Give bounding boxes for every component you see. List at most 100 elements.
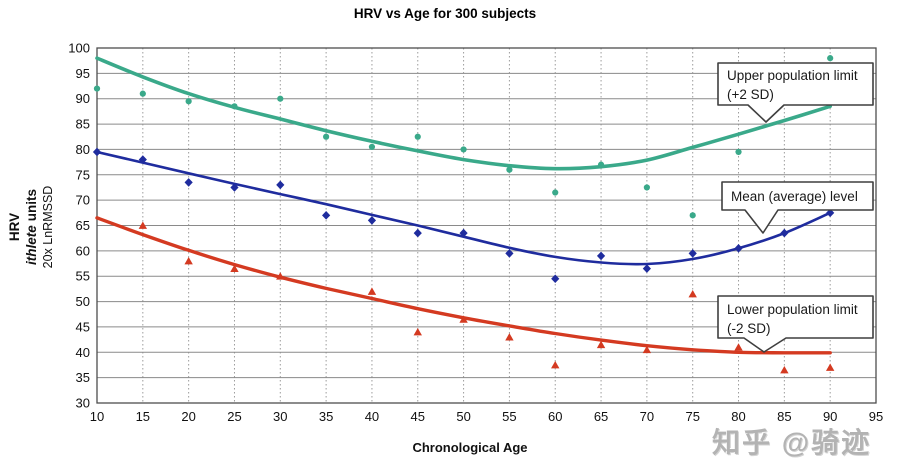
data-point-mean <box>826 208 835 218</box>
y-tick-label: 80 <box>76 142 90 157</box>
data-point-upper <box>231 103 238 110</box>
y-tick-label: 90 <box>76 91 90 106</box>
data-point-lower <box>551 360 560 369</box>
data-point-lower <box>505 333 514 341</box>
data-point-lower <box>688 289 697 298</box>
data-point-lower <box>459 315 468 323</box>
x-tick-label: 70 <box>640 409 654 424</box>
y-tick-label: 40 <box>76 345 90 360</box>
data-point-mean <box>413 228 422 238</box>
data-point-lower <box>780 366 789 374</box>
data-point-upper <box>827 55 834 62</box>
y-tick-label: 60 <box>76 243 90 258</box>
data-point-upper <box>643 184 650 191</box>
data-point-upper <box>460 146 467 153</box>
trend-curve-0 <box>95 56 832 171</box>
y-tick-label: 50 <box>76 294 90 309</box>
data-point-mean <box>780 228 789 238</box>
data-point-upper <box>597 161 605 168</box>
data-point-upper <box>735 148 742 156</box>
x-tick-label: 55 <box>502 409 516 424</box>
data-point-mean <box>184 178 193 187</box>
x-tick-label: 75 <box>685 409 699 424</box>
data-point-upper <box>323 133 330 140</box>
x-tick-label: 40 <box>365 409 379 424</box>
x-tick-label: 35 <box>319 409 333 424</box>
chart-title: HRV vs Age for 300 subjects <box>353 6 537 21</box>
data-point-mean <box>276 180 285 190</box>
x-tick-label: 80 <box>731 409 745 424</box>
data-point-upper <box>689 212 696 219</box>
data-point-mean <box>642 264 651 273</box>
data-point-upper <box>139 90 146 97</box>
y-tick-label: 100 <box>68 41 90 56</box>
data-point-lower <box>230 264 239 273</box>
data-point-lower <box>138 221 148 229</box>
x-tick-label: 90 <box>823 409 837 424</box>
x-tick-label: 45 <box>411 409 425 424</box>
x-tick-label: 65 <box>594 409 608 424</box>
data-point-mean <box>505 249 514 258</box>
x-tick-label: 30 <box>273 409 287 424</box>
data-point-upper <box>506 166 513 173</box>
callout-lower-line1: Lower population limit <box>727 302 858 317</box>
data-point-upper <box>368 143 376 150</box>
x-axis-label: Chronological Age <box>412 440 528 455</box>
y-tick-label: 85 <box>76 117 90 132</box>
x-tick-label: 25 <box>227 409 241 424</box>
x-tick-label: 50 <box>456 409 470 424</box>
callout-upper-limit: Upper population limit (+2 SD) <box>727 66 858 104</box>
data-point-upper <box>185 98 192 105</box>
data-point-mean <box>551 274 560 284</box>
callout-mean-level: Mean (average) level <box>731 187 858 206</box>
y-tick-label: 30 <box>76 396 90 411</box>
data-point-mean <box>230 183 239 192</box>
y-tick-label: 75 <box>76 167 90 182</box>
data-point-lower <box>413 328 422 336</box>
data-point-mean <box>459 228 468 238</box>
x-tick-label: 20 <box>181 409 195 424</box>
data-point-upper <box>552 189 559 196</box>
callout-balloon-mean <box>721 181 874 234</box>
data-point-lower <box>276 272 285 280</box>
data-point-mean <box>596 251 606 261</box>
data-point-lower <box>596 340 606 349</box>
x-tick-label: 10 <box>90 409 104 424</box>
callout-lower-line2: (-2 SD) <box>727 321 771 336</box>
data-point-lower <box>734 343 743 351</box>
y-tick-label: 65 <box>76 218 90 233</box>
callout-upper-line2: (+2 SD) <box>727 87 774 102</box>
y-tick-label: 35 <box>76 370 90 385</box>
y-tick-label: 95 <box>76 66 90 81</box>
data-point-lower <box>825 363 835 371</box>
callout-mean-line1: Mean (average) level <box>731 189 858 204</box>
data-point-mean <box>92 147 102 157</box>
y-axis-label: HRV ithlete units 20x LnRMSSD <box>7 127 69 327</box>
plot-border <box>96 47 877 404</box>
y-axis-label-ithlete: ithlete <box>23 225 39 266</box>
callout-upper-line1: Upper population limit <box>727 68 858 83</box>
y-axis-label-units: ithlete units <box>24 127 41 327</box>
callout-balloon-lower <box>717 295 874 353</box>
y-axis-label-hrv: HRV <box>7 212 22 242</box>
data-point-upper <box>414 133 421 140</box>
x-tick-label: 85 <box>777 409 791 424</box>
data-point-mean <box>734 244 743 253</box>
callout-balloon-upper <box>717 62 874 123</box>
y-axis-label-units-word: units <box>23 189 39 222</box>
callout-lower-limit: Lower population limit (-2 SD) <box>727 300 858 338</box>
data-point-mean <box>367 216 377 225</box>
data-point-mean <box>322 211 331 220</box>
y-tick-label: 45 <box>76 319 90 334</box>
data-point-upper <box>93 85 101 92</box>
y-axis-label-lnrmssd: 20x LnRMSSD <box>40 185 55 269</box>
y-tick-label: 70 <box>76 193 90 208</box>
x-tick-label: 15 <box>136 409 150 424</box>
watermark: 知乎 @骑迹 <box>712 427 872 458</box>
data-point-mean <box>138 155 147 164</box>
x-tick-label: 60 <box>548 409 562 424</box>
data-point-upper <box>277 95 284 102</box>
data-point-lower <box>184 257 193 265</box>
